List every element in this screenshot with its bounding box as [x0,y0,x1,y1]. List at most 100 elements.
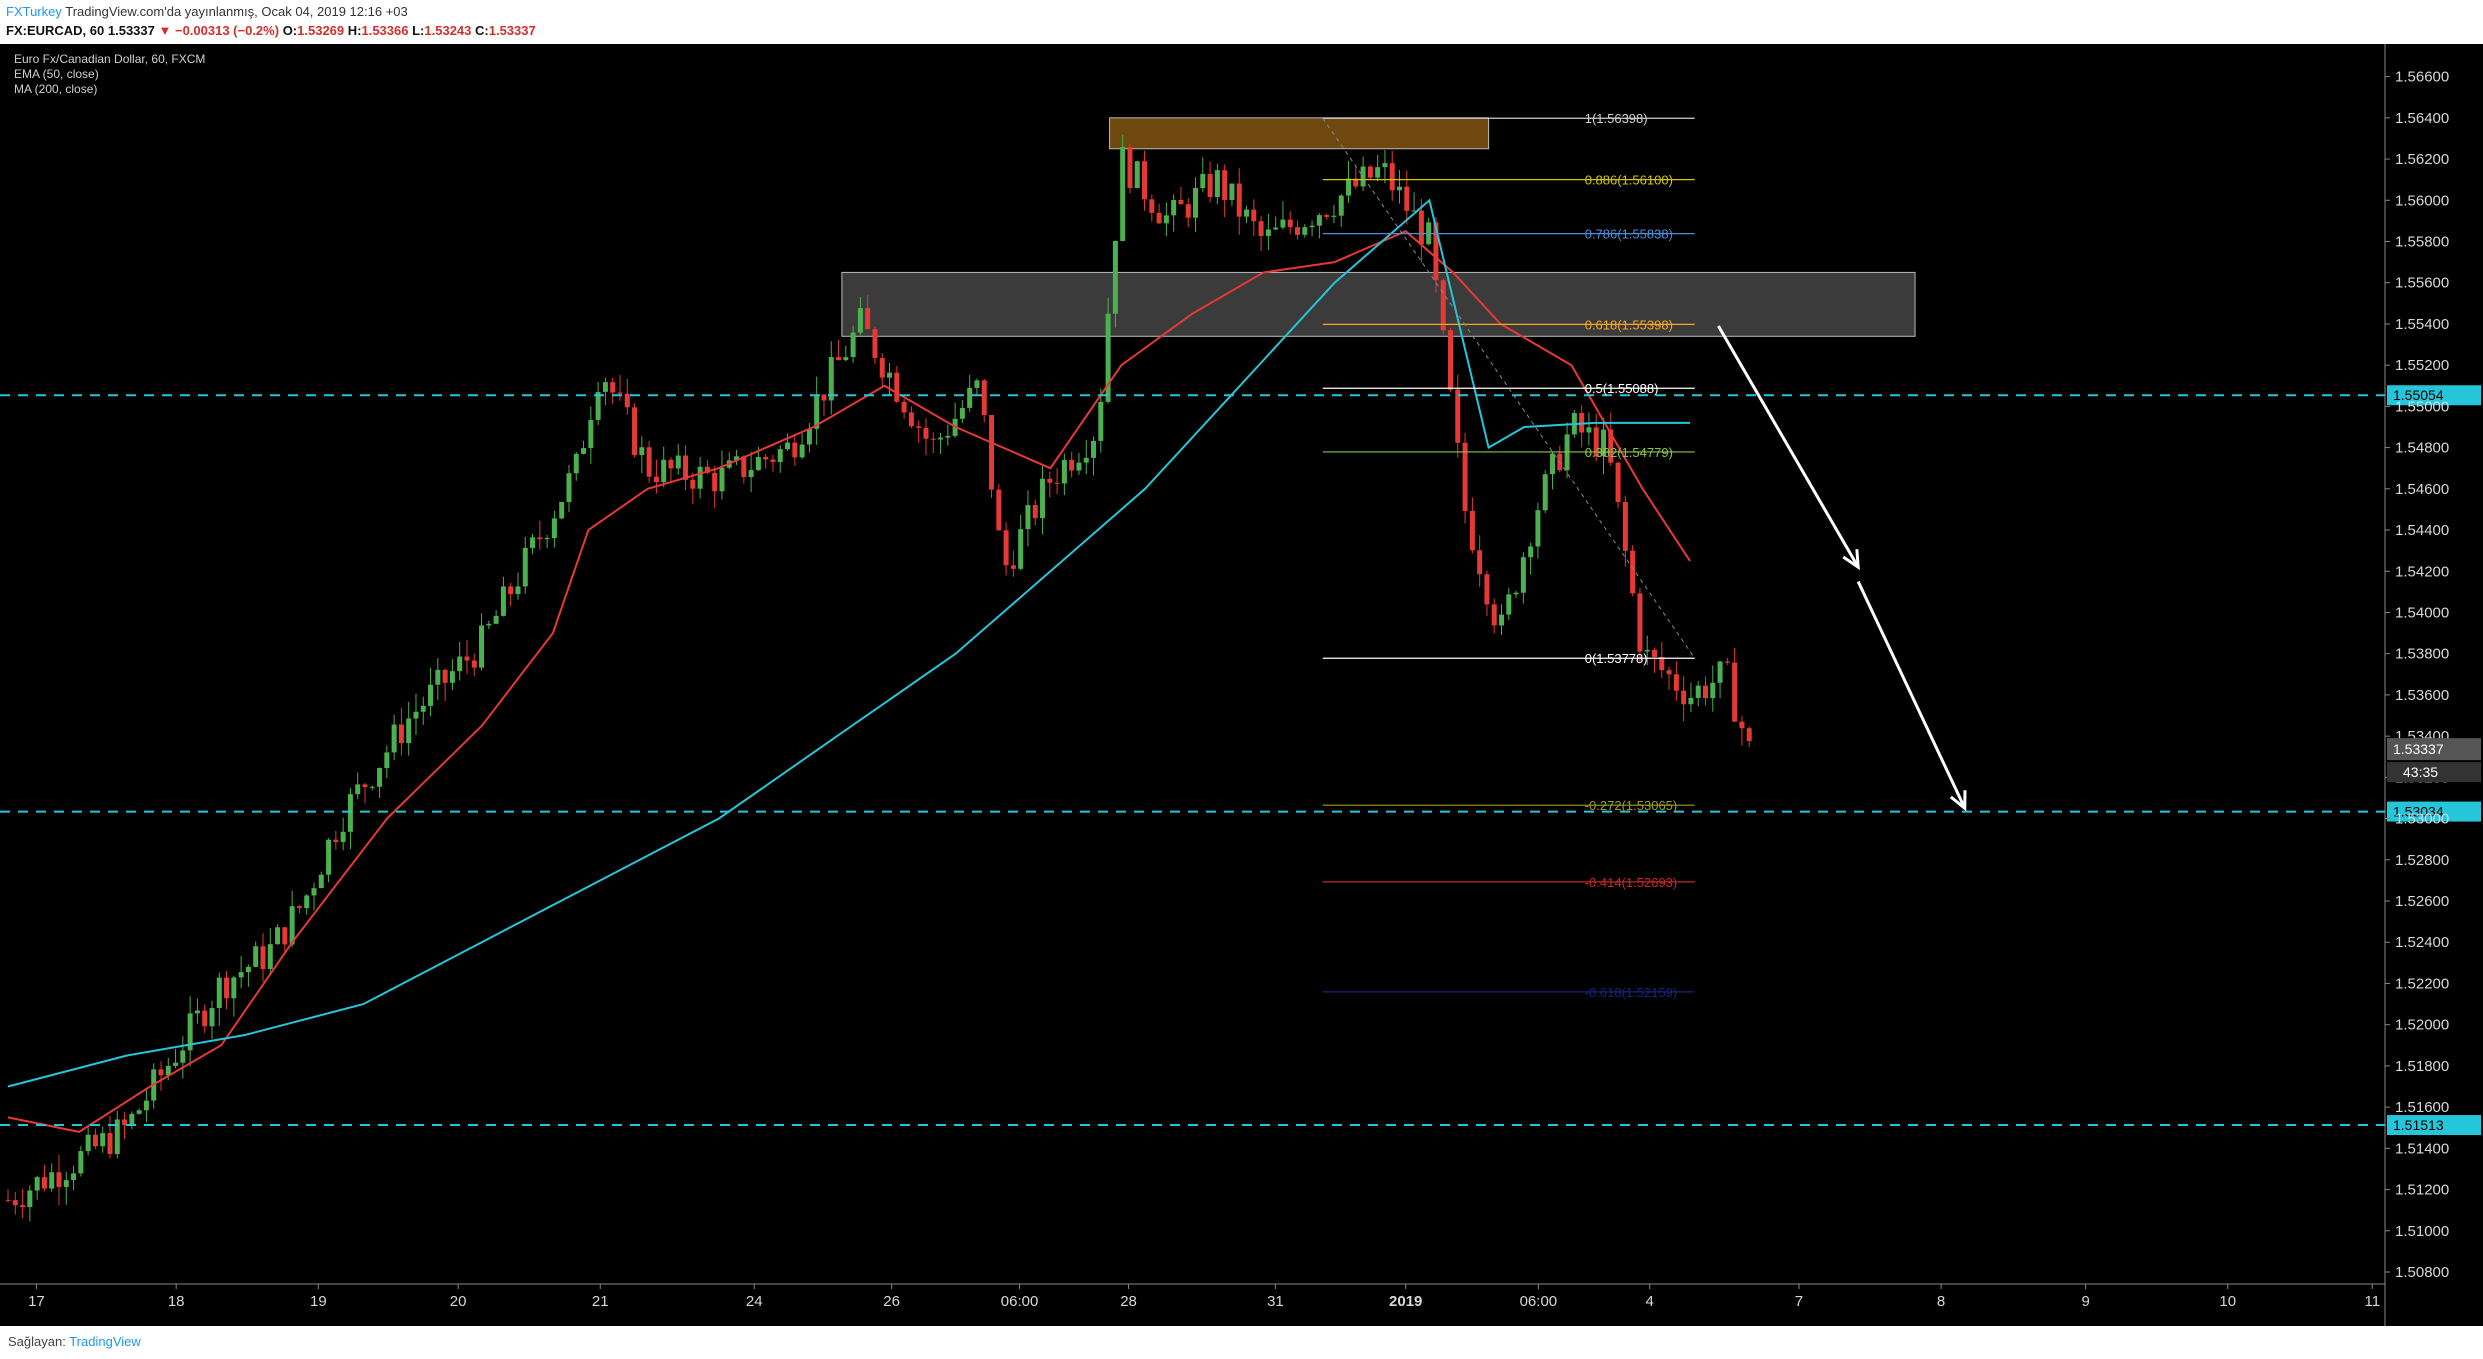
price-axis-label: 1.51000 [2395,1223,2449,1240]
candle-body [173,1062,179,1066]
candle-body [500,586,506,616]
candle-body [1091,440,1097,458]
candle-body [1593,427,1599,457]
candle-body [981,380,987,416]
level-price-tag [2387,1115,2481,1136]
price-axis-label: 1.52600 [2395,893,2449,910]
candle-body [238,972,244,978]
plot-background [0,44,2385,1284]
candle-body [1025,505,1031,530]
candle-body [770,459,776,462]
candle-body [282,927,288,945]
candle-body [785,442,791,450]
candle-body [216,977,222,1009]
legend-ema[interactable]: EMA (50, close) [14,67,99,81]
candle-body [1280,219,1286,228]
price-axis-label: 1.55800 [2395,233,2449,250]
candle-body [1185,204,1191,218]
candle-body [1120,146,1126,242]
candle-body [1469,511,1475,551]
candle-body [1484,574,1490,605]
candle-body [1681,690,1687,705]
candle-body [1207,173,1213,198]
candle-body [1258,221,1264,236]
candle-body [675,455,681,469]
price-axis-label: 1.54400 [2395,522,2449,539]
candle-body [253,946,259,967]
candle-body [1018,529,1024,569]
candle-body [85,1134,91,1152]
candle-body [1586,427,1592,433]
projection-arrow-head [1949,790,1967,812]
candle-body [1717,661,1723,683]
candle-body [122,1119,128,1126]
candle-body [1732,662,1738,722]
candle-body [792,442,798,458]
candle-body [1193,188,1199,218]
candle-body [1411,210,1417,212]
candle-body [712,472,718,492]
candle-body [420,705,426,712]
time-axis-label: 21 [592,1293,609,1310]
ohlc-line: FX:EURCAD, 60 1.53337 ▼ −0.00313 (−0.2%)… [6,23,536,38]
chart-area[interactable]: 1.55054 1.53034 1.51513 1(1.56398) 0.886(1.5… [0,44,2483,1326]
time-axis-label: 20 [450,1293,467,1310]
candle-body [930,438,936,440]
price-axis-background [2385,44,2483,1326]
time-axis-label: 11 [2364,1293,2380,1310]
zone-supply [841,271,1916,337]
time-axis-label: 7 [1795,1293,1803,1310]
candle-body [34,1177,40,1191]
candle-body [1542,474,1548,511]
candle-body [974,380,980,388]
indicator-legend: Euro Fx/Canadian Dollar, 60, FXCM EMA (5… [14,52,205,97]
chart-svg[interactable]: 1.55054 1.53034 1.51513 1(1.56398) 0.886(1.5… [0,44,2483,1326]
tradingview-logo[interactable]: TradingView [69,1334,141,1349]
candle-body [551,518,557,539]
time-axis-label: 18 [168,1293,185,1310]
candle-body [610,382,616,393]
candle-body [1710,682,1716,699]
candle-body [143,1100,149,1111]
time-axis-label: 9 [2081,1293,2089,1310]
time-axis-label: 8 [1937,1293,1945,1310]
fib-level-label: 0.5(1.55088) [1585,381,1659,396]
candle-body [333,839,339,842]
countdown-label: 43:35 [2403,764,2438,780]
candle-body [20,1205,26,1208]
candle-body [275,927,281,945]
candle-body [1251,209,1257,222]
candle-body [1032,505,1038,519]
fib-level-label: -0.414(1.52693) [1585,875,1678,890]
countdown-tag [2387,762,2481,783]
time-axis-label: 06:00 [1001,1293,1039,1310]
price-axis-label: 1.54600 [2395,481,2449,498]
candle-body [209,1008,215,1027]
close-label: C: [475,23,489,38]
candle-body [850,332,856,358]
candle-body [894,372,900,402]
candle-body [1142,161,1148,200]
time-axis-label: 06:00 [1520,1293,1558,1310]
candle-body [901,401,907,413]
candle-body [289,906,295,945]
legend-ma[interactable]: MA (200, close) [14,82,98,96]
candle-body [92,1134,98,1147]
current-price-tag [2387,738,2481,761]
candle-body [777,449,783,462]
candle-body [296,906,302,909]
time-axis-label: 17 [28,1293,45,1310]
candle-body [996,489,1002,531]
candle-body [1695,685,1701,698]
candle-body [661,459,667,483]
candle-body [1382,163,1388,168]
fib-trend-line [1322,117,1696,659]
candle-body [821,394,827,401]
author-link[interactable]: FXTurkey [6,4,62,19]
candle-body [559,501,565,519]
candle-body [63,1180,69,1187]
candle-body [1047,478,1053,483]
price-axis-label: 1.56400 [2395,110,2449,127]
candle-body [1652,649,1658,657]
candle-body [704,466,710,473]
